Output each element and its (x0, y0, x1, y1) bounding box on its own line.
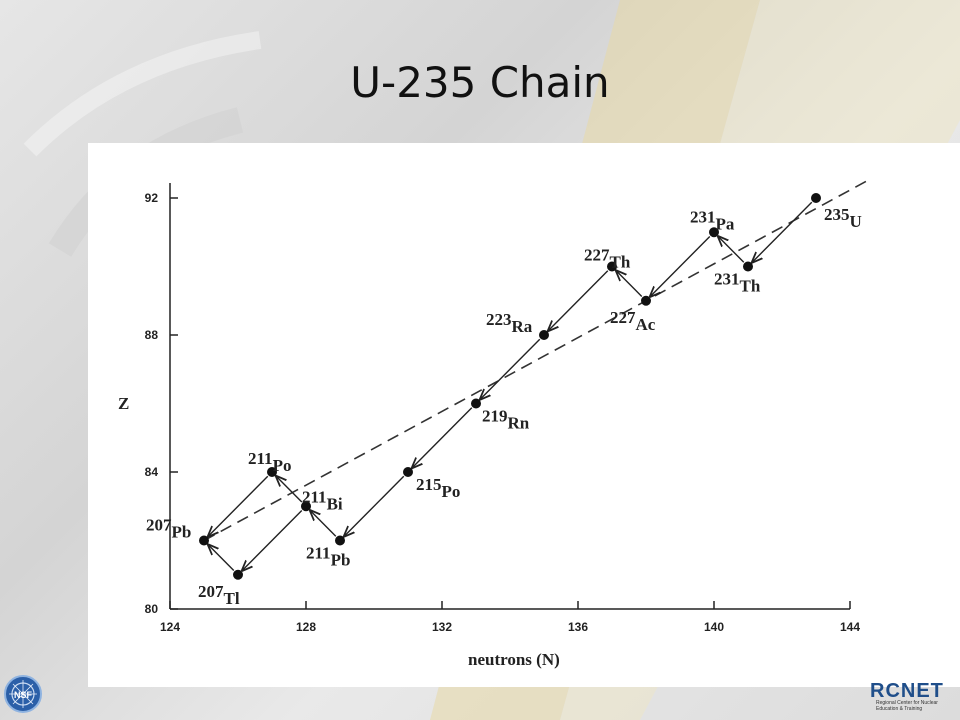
x-tick-label: 124 (160, 620, 180, 634)
nsf-logo: NSF (4, 675, 42, 713)
rcnet-logo-subtitle: Regional Center for Nuclear Education & … (876, 700, 938, 712)
nuclide-mass: 219 (482, 407, 508, 426)
nuclide-symbol: Pb (331, 551, 351, 570)
decay-arrow (616, 271, 643, 297)
decay-arrow (242, 510, 303, 571)
decay-arrow (310, 511, 337, 537)
nuclide-symbol: Po (442, 482, 461, 501)
nuclide-label: 211Bi (302, 487, 343, 513)
nuclide-point (335, 535, 345, 546)
nuclide-point (233, 569, 243, 580)
nuclide-symbol: Ac (636, 315, 656, 334)
nuclide-symbol: Pb (172, 523, 192, 542)
nuclide-mass: 207 (146, 516, 172, 535)
nuclide-mass: 211 (248, 449, 273, 468)
nuclide-label: 207Pb (146, 516, 191, 542)
nuclide-label: 231Pa (690, 207, 735, 233)
nuclide-label: 223Ra (486, 310, 533, 336)
y-tick-label: 84 (145, 465, 159, 479)
nuclide-point (301, 501, 311, 512)
nuclide-point (539, 330, 549, 340)
nuclide-point (743, 261, 753, 272)
decay-arrow (208, 475, 269, 536)
nuclide-point (199, 535, 209, 546)
x-axis-label: neutrons (N) (468, 650, 560, 669)
nuclide-symbol: Ra (512, 317, 533, 336)
nuclide-mass: 235 (824, 205, 850, 224)
nuclide-mass: 215 (416, 475, 442, 494)
nuclide-mass: 231 (714, 270, 740, 289)
x-tick-label: 144 (840, 620, 860, 634)
nuclide-label: 235U (824, 205, 862, 231)
nuclide-point (709, 227, 719, 238)
nuclide-point (641, 295, 651, 306)
nuclide-point (267, 467, 277, 477)
x-tick-label: 132 (432, 620, 452, 634)
nuclide-point (811, 193, 821, 203)
decay-chain-chart: 124 128 132 136 140 144 80 84 88 92 235U 231Th 231P… (88, 143, 960, 687)
nuclide-mass: 227 (610, 308, 636, 327)
rcnet-logo-word: RCNET (870, 680, 944, 702)
x-tick-label: 128 (296, 620, 316, 634)
nuclide-symbol: Tl (224, 589, 240, 608)
nuclide-symbol: Pa (716, 214, 735, 233)
nuclide-symbol: Rn (508, 414, 530, 433)
nuclide-mass: 231 (690, 207, 716, 226)
decay-arrow (480, 338, 541, 399)
decay-arrow (718, 237, 745, 263)
decay-arrow (752, 201, 813, 262)
nuclide-label: 211Po (248, 449, 291, 475)
nuclide-symbol: Po (273, 456, 292, 475)
y-axis-label: Z (118, 394, 129, 413)
nuclide-mass: 207 (198, 582, 224, 601)
nuclide-label: 211Pb (306, 544, 350, 570)
nuclide-symbol: Bi (327, 494, 343, 513)
nuclide-point (471, 398, 481, 409)
decay-arrow (548, 270, 609, 331)
nuclide-mass: 223 (486, 310, 512, 329)
nuclide-symbol: Th (610, 253, 631, 272)
nuclide-mass: 227 (584, 246, 610, 265)
nuclide-label: 227Ac (610, 308, 656, 334)
decay-arrow (276, 476, 303, 503)
slide-title: U-235 Chain (350, 58, 610, 107)
y-tick-label: 80 (145, 602, 159, 616)
x-tick-label: 136 (568, 620, 588, 634)
y-tick-label: 92 (145, 191, 159, 205)
decay-arrow (650, 236, 711, 297)
x-tick-label: 140 (704, 620, 724, 634)
nuclide-point (403, 467, 413, 477)
nuclide-label: 219Rn (482, 407, 530, 433)
decay-arrow (344, 475, 405, 536)
nuclide-label: 215Po (416, 475, 460, 501)
nsf-logo-text: NSF (14, 690, 33, 700)
nuclide-mass: 211 (302, 487, 327, 506)
decay-arrow (412, 407, 473, 468)
y-tick-label: 88 (145, 328, 159, 342)
nuclide-point (607, 261, 617, 272)
rcnet-logo: RCNET Regional Center for Nuclear Educat… (858, 680, 958, 718)
nuclide-label: 231Th (714, 270, 761, 296)
decay-arrow (208, 545, 235, 571)
trend-line (203, 180, 868, 542)
nuclide-symbol: Th (740, 277, 761, 296)
nuclide-mass: 211 (306, 544, 331, 563)
nuclide-symbol: U (850, 212, 862, 231)
nuclide-label: 227Th (584, 246, 631, 272)
nuclide-label: 207Tl (198, 582, 240, 608)
